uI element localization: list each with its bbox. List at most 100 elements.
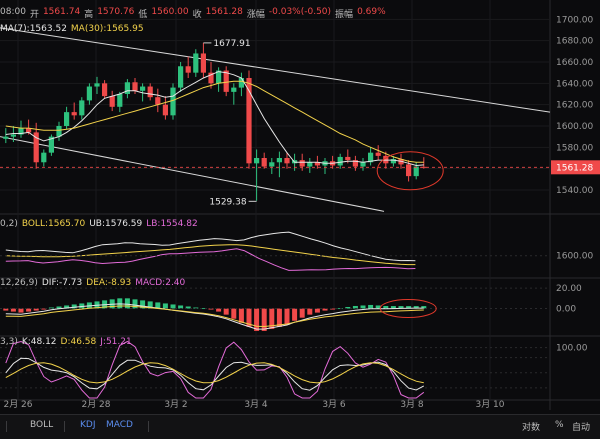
d-legend: D:46.58	[60, 337, 97, 347]
macd-tick-label: 20.00	[556, 284, 582, 294]
dif-legend: DIF:-7.73	[41, 278, 83, 288]
macd-histogram-bar	[231, 308, 237, 319]
macd-histogram-bar	[56, 306, 62, 309]
boll-upper-band	[5, 231, 416, 262]
candle-body	[33, 132, 39, 163]
macd-histogram-bar	[406, 306, 412, 309]
high-annotation: 1677.91	[213, 39, 250, 49]
macd-highlight-circle	[379, 299, 437, 319]
macd-histogram-bar	[398, 306, 404, 309]
date-tick-label: 3月 6	[322, 399, 346, 410]
price-tick-label: 1580.00	[556, 143, 593, 153]
macd-histogram-bar	[322, 308, 328, 311]
macd-histogram-bar	[223, 308, 229, 315]
indicator-toolbar: BOLL KDJ MACD 对数 % 自动	[0, 414, 600, 439]
macd-toggle[interactable]: MACD	[106, 420, 133, 430]
boll-toggle[interactable]: BOLL	[30, 420, 54, 430]
candle-body	[124, 82, 130, 94]
candle-body	[390, 159, 396, 164]
macd-histogram-bar	[330, 308, 336, 310]
candle-body	[3, 136, 9, 139]
candle-body	[299, 160, 305, 167]
candle-body	[398, 159, 404, 165]
kdj-toggle[interactable]: KDJ	[80, 420, 96, 430]
candle-body	[79, 100, 85, 116]
highlight-circle	[376, 151, 444, 191]
percent-scale-toggle[interactable]: %	[555, 420, 564, 430]
candle-body	[193, 53, 199, 73]
candle-body	[86, 86, 92, 101]
toolbar-divider	[148, 421, 149, 432]
candle-body	[185, 66, 191, 73]
candle-body	[94, 83, 100, 87]
candle-body	[140, 86, 146, 91]
candle-body	[307, 162, 313, 167]
candle-body	[200, 53, 206, 73]
time-fragment: 08:00	[0, 7, 26, 17]
candle-body	[71, 112, 77, 116]
toolbar-divider	[6, 421, 7, 432]
candle-body	[337, 156, 343, 166]
boll-upper-legend: UB:1576.59	[89, 219, 143, 229]
close-label: 收	[192, 10, 202, 20]
candle-body	[48, 136, 54, 153]
macd-histogram-bar	[33, 308, 39, 311]
current-price-tag	[551, 160, 600, 175]
macd-histogram-bar	[314, 308, 320, 313]
macd-histogram-bar	[132, 299, 138, 309]
ma7-line	[5, 71, 424, 167]
amplitude-label: 振幅	[335, 10, 354, 20]
candle-body	[162, 104, 168, 116]
dif-line	[5, 303, 424, 330]
j-line	[5, 340, 425, 399]
ohlc-header: 08:00 开 1561.74 高 1570.76 低 1560.00 收 1561.2…	[0, 7, 386, 20]
macd-tick-label: 0.00	[556, 305, 576, 315]
ma30-legend: MA(30):1565.95	[70, 24, 144, 34]
macd-histogram-bar	[299, 308, 305, 318]
macd-histogram-bar	[41, 308, 47, 310]
boll-middle-band	[5, 244, 416, 266]
macd-histogram-bar	[79, 303, 85, 309]
chart-canvas[interactable]: 1700.00 1680.00 1660.00 1640.00 1620.00 1600.…	[0, 0, 600, 414]
amplitude-value: 0.69%	[357, 7, 386, 17]
macd-histogram-bar	[383, 305, 389, 309]
macd-histogram-bar	[261, 308, 267, 331]
current-price-value: 1561.28	[556, 163, 593, 173]
log-scale-toggle[interactable]: 对数	[522, 423, 541, 433]
date-tick-label: 3月 10	[475, 399, 504, 410]
price-tick-label: 1620.00	[556, 101, 593, 111]
price-tick-label: 1540.00	[556, 186, 593, 196]
open-label: 开	[29, 10, 39, 20]
d-line	[5, 362, 424, 384]
macd-histogram-bar	[26, 308, 32, 312]
candle-body	[117, 94, 123, 107]
candle-body	[276, 158, 282, 163]
ma-legend: MA(7):1563.52 MA(30):1565.95	[0, 24, 144, 34]
low-label: 低	[138, 10, 148, 20]
candle-body	[155, 97, 161, 105]
macd-value-legend: MACD:2.40	[135, 278, 186, 288]
macd-histogram-bar	[140, 300, 146, 309]
date-tick-label: 3月 8	[400, 399, 424, 410]
macd-histogram-bar	[413, 306, 419, 309]
macd-histogram-bar	[18, 308, 24, 313]
candle-body	[26, 128, 32, 133]
macd-histogram-bar	[368, 304, 374, 309]
change-value: -0.03%(-0.50)	[268, 7, 332, 17]
candle-body	[254, 158, 260, 164]
auto-scale-toggle[interactable]: 自动	[572, 423, 591, 433]
macd-histogram-bar	[185, 306, 191, 309]
boll-legend: 0,2) BOLL:1565.70 UB:1576.59 LB:1554.82	[0, 219, 198, 229]
price-tick-label: 1660.00	[556, 58, 593, 68]
macd-histogram-bar	[238, 308, 244, 323]
macd-histogram-bar	[147, 301, 153, 309]
candle-body	[406, 164, 412, 177]
price-tick-label: 1700.00	[556, 15, 593, 25]
macd-histogram-bar	[345, 307, 351, 309]
candle-body	[421, 166, 427, 168]
macd-histogram-bar	[162, 303, 168, 309]
macd-histogram-bar	[200, 308, 206, 309]
boll-mid-legend: BOLL:1565.70	[21, 219, 86, 229]
price-tick-label: 1640.00	[556, 79, 593, 89]
macd-histogram-bar	[71, 304, 77, 309]
